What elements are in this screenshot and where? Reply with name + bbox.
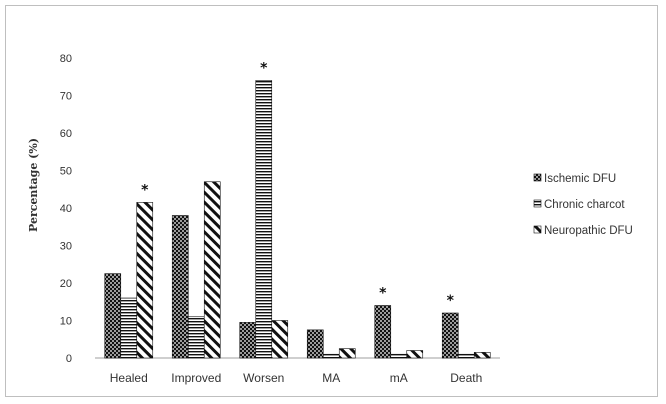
legend-label: Neuropathic DFU xyxy=(544,225,633,237)
bars-group xyxy=(104,80,491,359)
bar-ischemic-dfu-death xyxy=(441,312,459,359)
y-tick-label: 10 xyxy=(60,316,72,328)
category-labels: Healed Improved Worsen MA mA Death xyxy=(110,371,483,385)
x-tick-label: MA xyxy=(322,371,340,385)
legend-label: Ischemic DFU xyxy=(544,173,616,185)
y-tick-label: 50 xyxy=(60,166,72,178)
bar-chronic-charcot-ma xyxy=(322,353,340,359)
bar-ischemic-dfu-worsen xyxy=(239,322,257,359)
significance-marker: * xyxy=(260,61,268,77)
y-tick-label: 20 xyxy=(60,278,72,290)
legend-swatch-chronic-charcot xyxy=(533,199,542,208)
significance-marker: * xyxy=(379,286,387,302)
bar-chronic-charcot-worsen xyxy=(255,80,273,359)
x-tick-label: Improved xyxy=(171,371,221,385)
significance-markers: * * * * xyxy=(141,61,455,310)
bar-neuropathic-dfu-healed xyxy=(136,202,154,359)
bar-ischemic-dfu-ma xyxy=(374,305,392,359)
y-axis-title: Percentage (%) xyxy=(27,138,40,232)
x-tick-label: Death xyxy=(450,371,482,385)
y-tick-label: 40 xyxy=(60,203,72,215)
bar-neuropathic-dfu-improved xyxy=(203,181,221,359)
y-tick-label: 30 xyxy=(60,241,72,253)
legend-swatch-ischemic-dfu xyxy=(533,173,542,182)
y-tick-label: 0 xyxy=(66,353,72,365)
x-tick-label: mA xyxy=(390,371,408,385)
legend-swatch-neuropathic-dfu xyxy=(533,225,542,234)
y-tick-label: 70 xyxy=(60,91,72,103)
bar-neuropathic-dfu-ma xyxy=(406,350,424,359)
x-tick-label: Healed xyxy=(110,371,148,385)
significance-marker: * xyxy=(141,182,149,198)
bar-ischemic-dfu-improved xyxy=(171,215,189,359)
legend-label: Chronic charcot xyxy=(544,199,625,211)
y-axis-ticks: 0 10 20 30 40 50 60 70 80 xyxy=(60,53,72,365)
significance-marker: * xyxy=(447,293,455,309)
bar-chronic-charcot-death xyxy=(457,353,475,359)
y-tick-label: 80 xyxy=(60,53,72,65)
x-tick-label: Worsen xyxy=(243,371,284,385)
bar-neuropathic-dfu-ma xyxy=(338,348,356,359)
bar-neuropathic-dfu-worsen xyxy=(271,320,289,359)
bar-chronic-charcot-improved xyxy=(187,316,205,359)
bar-ischemic-dfu-healed xyxy=(104,273,122,359)
legend: Ischemic DFU Chronic charcot Neuropathic D… xyxy=(533,173,633,237)
bar-neuropathic-dfu-death xyxy=(473,352,491,359)
bar-chronic-charcot-healed xyxy=(120,297,138,359)
bar-chronic-charcot-ma xyxy=(390,353,408,359)
y-tick-label: 60 xyxy=(60,128,72,140)
bar-ischemic-dfu-ma xyxy=(306,329,324,359)
